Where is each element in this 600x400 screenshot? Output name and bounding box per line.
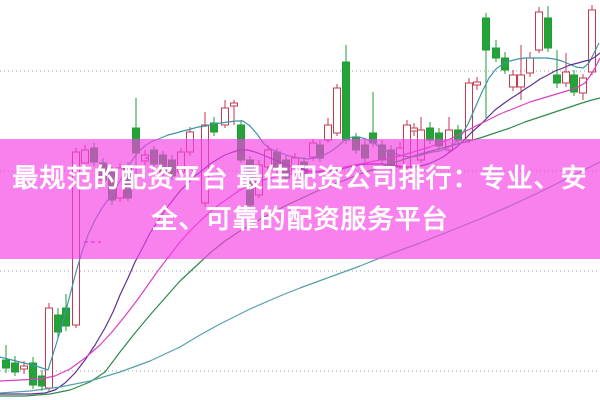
gridlines: [0, 70, 600, 372]
ma-green: [0, 97, 600, 397]
ma-slow-teal: [0, 161, 600, 394]
ma-magenta: [0, 57, 600, 382]
ma-purple: [0, 52, 600, 395]
ma-lines: [0, 42, 600, 397]
